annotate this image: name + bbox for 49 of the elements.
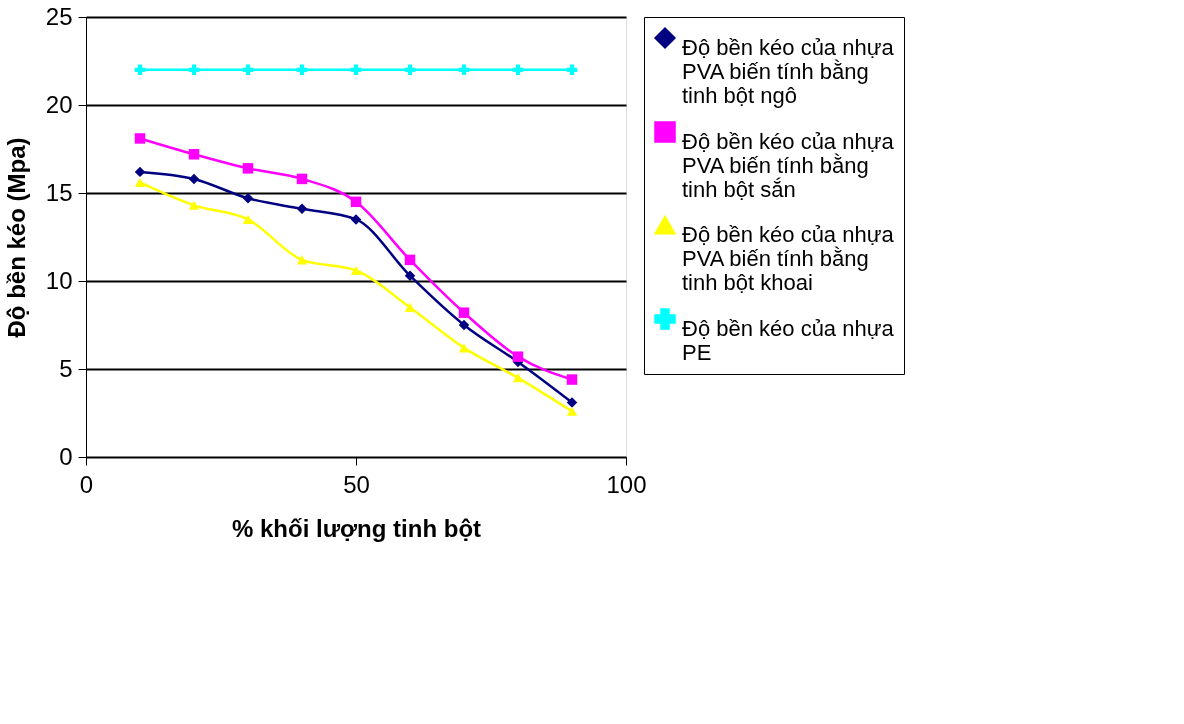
point bbox=[458, 307, 470, 318]
point bbox=[512, 351, 524, 362]
point bbox=[134, 133, 146, 144]
point bbox=[566, 397, 578, 408]
legend-label: Độ bền kéo của nhựa PE bbox=[682, 316, 895, 365]
legend-label: Độ bền kéo của nhựa PVA biến tính bằng tinh bột ngô bbox=[682, 35, 895, 108]
y-tick-label: 10 bbox=[45, 266, 73, 294]
point bbox=[566, 406, 578, 416]
point bbox=[566, 374, 578, 385]
x-tick-label: 50 bbox=[343, 470, 370, 498]
x-axis-title: % khối lượng tinh bột bbox=[231, 514, 482, 542]
point bbox=[296, 173, 308, 185]
x-tick-label: 0 bbox=[79, 470, 94, 498]
point bbox=[404, 254, 416, 266]
point bbox=[458, 319, 470, 331]
point bbox=[404, 64, 416, 76]
point bbox=[404, 270, 416, 281]
point bbox=[296, 255, 308, 265]
point bbox=[188, 200, 200, 210]
point bbox=[188, 173, 200, 185]
y-tick-label: 25 bbox=[45, 2, 73, 30]
point bbox=[134, 64, 146, 76]
point bbox=[134, 166, 146, 178]
point bbox=[242, 214, 254, 224]
point bbox=[188, 64, 200, 76]
point bbox=[296, 203, 308, 215]
point bbox=[350, 214, 362, 225]
point bbox=[458, 343, 470, 353]
y-tick-label: 0 bbox=[59, 442, 73, 470]
point bbox=[512, 64, 524, 76]
point bbox=[350, 64, 362, 76]
y-tick-label: 15 bbox=[45, 178, 73, 206]
point bbox=[296, 64, 308, 76]
legend-label: Độ bền kéo của nhựa PVA biến tính bằng tinh bột khoai bbox=[682, 222, 895, 295]
point bbox=[242, 163, 254, 174]
point bbox=[350, 265, 362, 275]
point bbox=[566, 64, 578, 76]
point bbox=[242, 64, 254, 76]
x-tick-label: 100 bbox=[606, 470, 647, 498]
point bbox=[512, 373, 524, 383]
point bbox=[134, 177, 146, 187]
point bbox=[458, 64, 470, 76]
point bbox=[188, 149, 200, 160]
y-tick-label: 5 bbox=[59, 354, 73, 382]
point bbox=[242, 193, 254, 204]
y-axis-title: Độ bền kéo (Mpa) bbox=[2, 137, 30, 338]
legend-label: Độ bền kéo của nhựa PVA biến tính bằng tinh bột sắn bbox=[682, 129, 895, 202]
y-tick-label: 20 bbox=[45, 90, 73, 118]
point bbox=[350, 196, 362, 208]
